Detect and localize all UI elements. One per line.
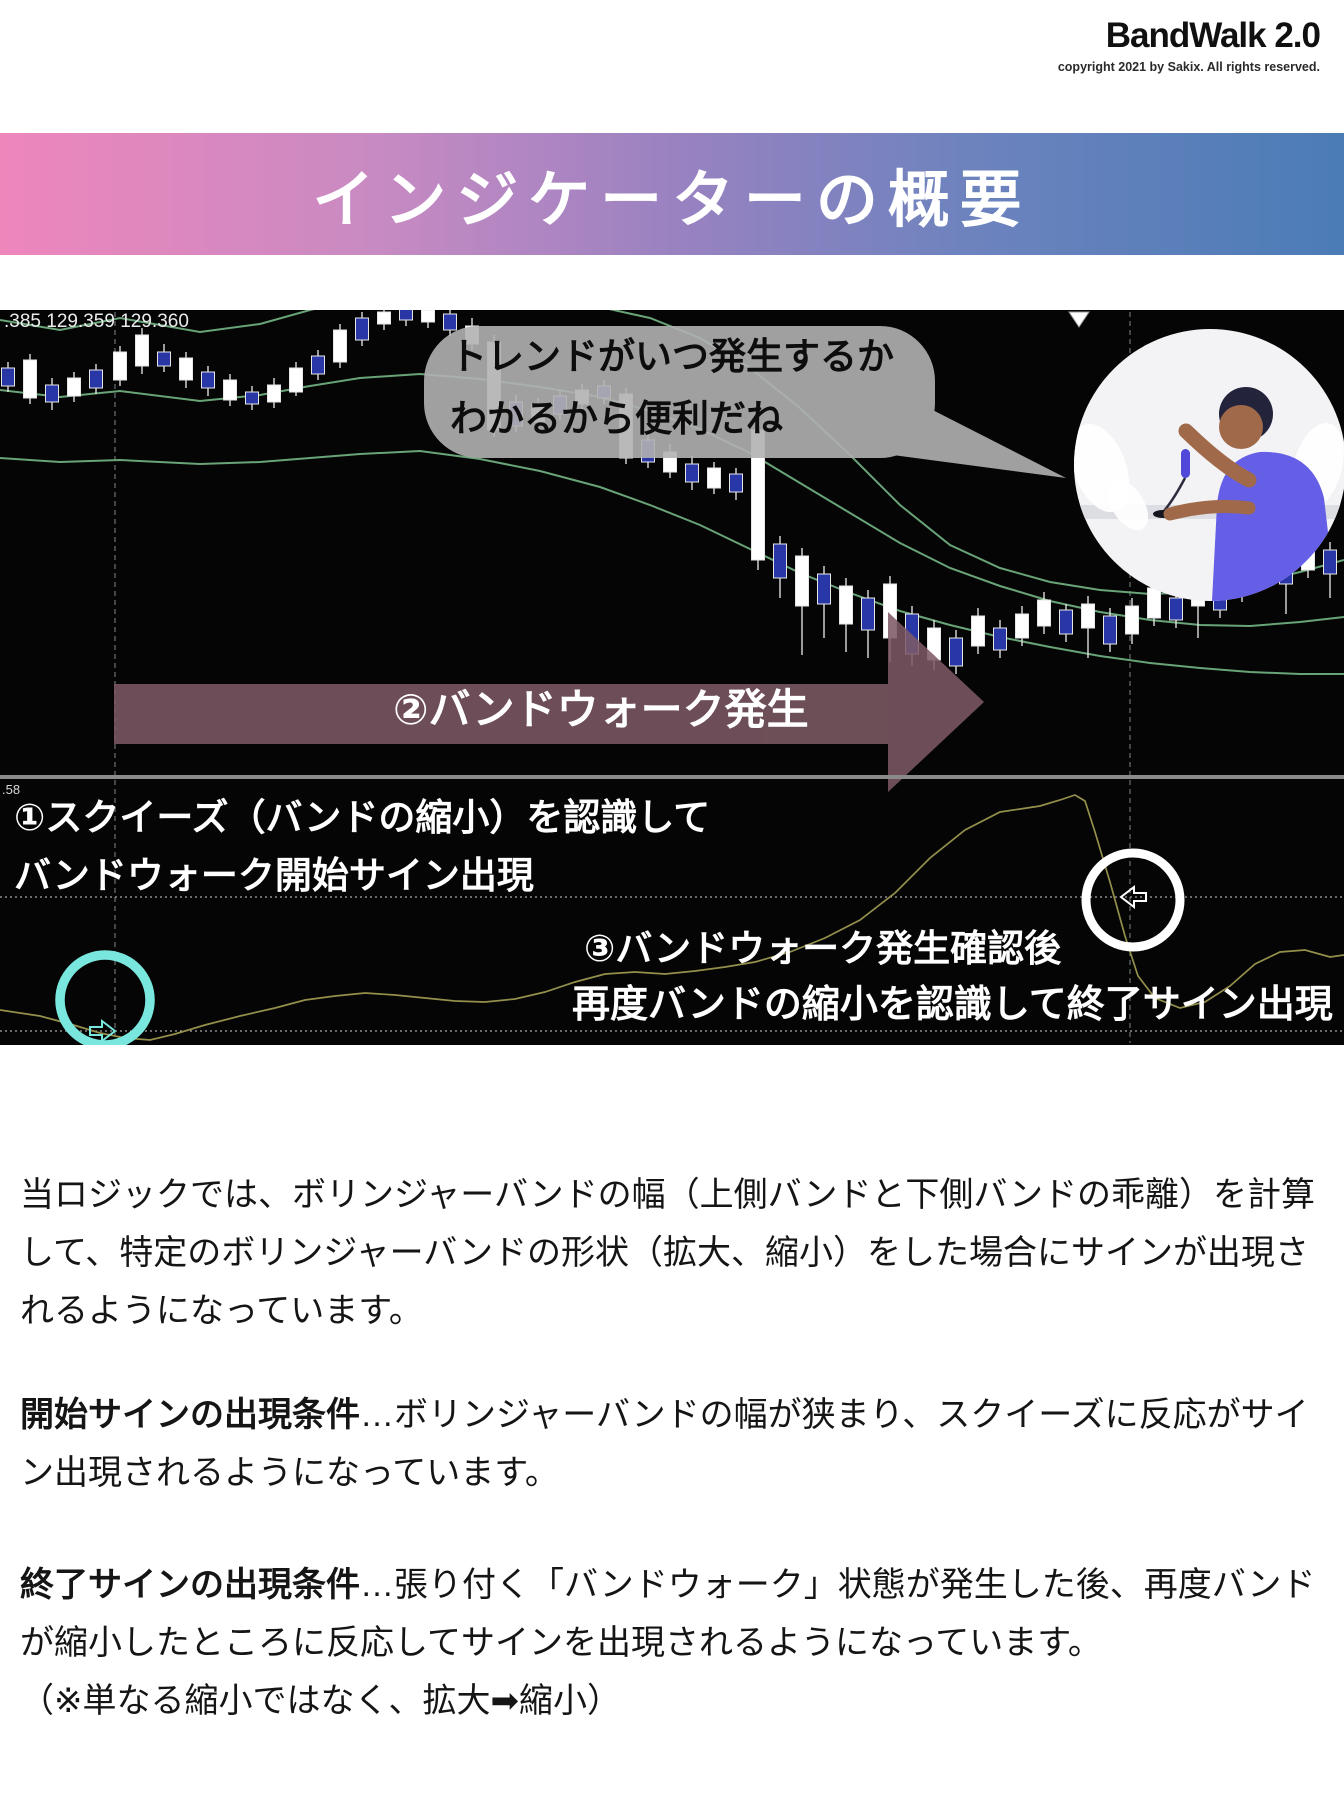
candlesticks: [1, 310, 1337, 674]
brand-title: BandWalk 2.0: [1105, 16, 1321, 55]
price-readout: .385 129.359 129.360: [4, 311, 189, 332]
annotation-step3-line1: ③バンドウォーク発生確認後: [584, 928, 1062, 969]
pane-separator: [0, 775, 1344, 779]
person-illustration: [1074, 329, 1344, 601]
body-paragraph-end-condition: 終了サインの出現条件…張り付く「バンドウォーク」状態が発生した後、再度バンドが縮…: [20, 1556, 1328, 1730]
body-paragraph-start-condition: 開始サインの出現条件…ボリンジャーバンドの幅が狭まり、スクイーズに反応がサイン出…: [20, 1386, 1328, 1502]
page-title: インジケーターの概要: [312, 166, 1032, 235]
microphone-icon: [1181, 449, 1190, 478]
end-sign-marker: [1081, 848, 1185, 952]
indicator-scale-label: .58: [2, 782, 21, 797]
annotation-step1-line2: バンドウォーク開始サイン出現: [14, 855, 534, 896]
start-condition-label: 開始サインの出現条件: [20, 1396, 360, 1434]
leaf-decoration: [1107, 479, 1149, 531]
end-condition-note: （※単なる縮小ではなく、拡大➡縮小）: [20, 1682, 621, 1720]
mt4-chart: [0, 310, 1344, 1045]
cursor-caret-icon: [1068, 311, 1090, 328]
annotation-step2-bandwalk: ②バンドウォーク発生: [393, 686, 809, 733]
title-banner: インジケーターの概要: [0, 133, 1344, 255]
bandwalk-arrow: [114, 612, 984, 792]
person-desk-arm: [1163, 499, 1256, 521]
person-raised-arm: [1178, 423, 1257, 488]
left-arrow-icon: [1119, 884, 1147, 910]
start-condition-text: …ボリンジャーバンドの幅が狭まり、スクイーズに反応がサイン出現されるようになって…: [20, 1396, 1309, 1492]
start-sign-marker: [55, 950, 155, 1045]
annotation-step1-line1: ①スクイーズ（バンドの縮小）を認識して: [14, 797, 711, 838]
speech-bubble-shape: [424, 326, 1066, 478]
end-condition-label: 終了サインの出現条件: [20, 1566, 360, 1604]
speech-bubble-text-line1: トレンドがいつ発生するか: [450, 336, 894, 377]
body-paragraph-logic: 当ロジックでは、ボリンジャーバンドの幅（上側バンドと下側バンドの乖離）を計算して…: [20, 1176, 1316, 1330]
annotation-step3-line2: 再度バンドの縮小を認識して終了サイン出現: [572, 984, 1333, 1026]
right-arrow-icon: [89, 1018, 117, 1044]
speech-bubble-text-line2: わかるから便利だね: [450, 398, 783, 439]
copyright-text: copyright 2021 by Sakix. All rights rese…: [1057, 60, 1320, 74]
end-condition-text: …張り付く「バンドウォーク」状態が発生した後、再度バンドが縮小したところに反応し…: [20, 1566, 1316, 1662]
bandwidth-indicator-line: [0, 794, 1344, 1041]
chart-screenshot: .385 129.359 129.360 .58 トレンドがいつ発生するか わか…: [0, 310, 1344, 1045]
person-head: [1219, 405, 1263, 449]
